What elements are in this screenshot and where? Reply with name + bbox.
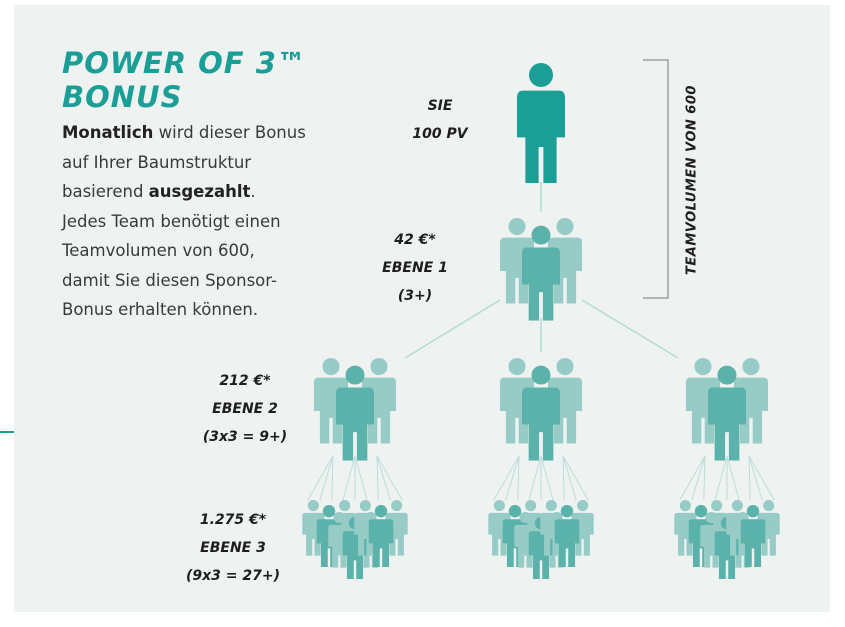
description-line: Teamvolumen von 600,	[62, 236, 306, 266]
text: auf Ihrer Baumstruktur	[62, 153, 251, 172]
fan-lines	[494, 456, 588, 500]
description-line: Monatlich wird dieser Bonus	[62, 118, 306, 148]
title-line: POWER OF 3™	[62, 46, 307, 80]
person-you	[517, 63, 565, 183]
level-label: 42 €*EBENE 1(3+)	[335, 226, 495, 310]
text: basierend	[62, 182, 149, 201]
level-label: 1.275 €*EBENE 3(9x3 = 27+)	[153, 506, 313, 590]
description-line: auf Ihrer Baumstruktur	[62, 148, 306, 178]
bold-text: Monatlich	[62, 123, 153, 142]
title-line: BONUS	[62, 80, 307, 114]
fan-lines	[680, 456, 774, 500]
level-label-line: EBENE 3	[153, 534, 313, 562]
bold-text: ausgezahlt	[149, 182, 251, 201]
page: POWER OF 3™BONUS Monatlich wird dieser B…	[0, 0, 845, 627]
level-label-line: 212 €*	[165, 367, 325, 395]
level-label-line: 1.275 €*	[153, 506, 313, 534]
text: .	[250, 182, 255, 201]
fan-lines	[308, 456, 402, 500]
level-label-line: 42 €*	[335, 226, 495, 254]
description-line: Bonus erhalten können.	[62, 295, 306, 325]
text: Jedes Team benötigt einen	[62, 212, 281, 231]
description-line: basierend ausgezahlt.	[62, 177, 306, 207]
level-label-line: 100 PV	[360, 120, 520, 148]
text: Teamvolumen von 600,	[62, 241, 255, 260]
level-label: 212 €*EBENE 2(3x3 = 9+)	[165, 367, 325, 451]
text: damit Sie diesen Sponsor-	[62, 271, 277, 290]
description-line: Jedes Team benötigt einen	[62, 207, 306, 237]
level-label-line: (3+)	[335, 282, 495, 310]
level-label-line: EBENE 2	[165, 395, 325, 423]
bracket	[643, 60, 668, 298]
level-label-line: (9x3 = 27+)	[153, 562, 313, 590]
level-label-line: (3x3 = 9+)	[165, 423, 325, 451]
description: Monatlich wird dieser Bonus auf Ihrer Bau…	[62, 118, 306, 325]
side-label: TEAMVOLUMEN VON 600	[685, 85, 700, 275]
level-label-line: EBENE 1	[335, 254, 495, 282]
text: Bonus erhalten können.	[62, 300, 258, 319]
description-line: damit Sie diesen Sponsor-	[62, 266, 306, 296]
text: wird dieser Bonus	[153, 123, 305, 142]
level-label-line: SIE	[360, 92, 520, 120]
